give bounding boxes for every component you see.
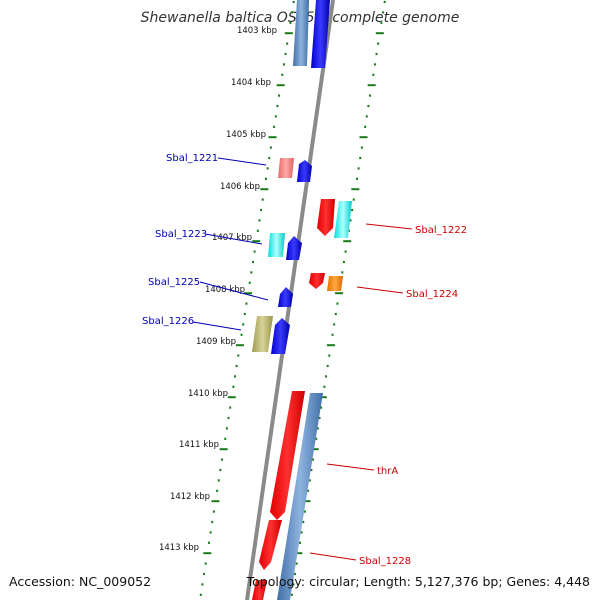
accession-text: Accession: NC_009052 — [9, 574, 152, 589]
gene-arrow[interactable] — [271, 318, 290, 354]
gene-arrow-thra[interactable] — [270, 391, 305, 520]
gene-arrow-sbal-1228[interactable] — [259, 520, 282, 570]
gene-label-sbal-1226[interactable]: Sbal_1226 — [142, 316, 194, 327]
gene-arrow[interactable] — [293, 0, 309, 66]
gene-arrow[interactable] — [286, 236, 302, 260]
gene-features — [252, 0, 352, 600]
tick-labels: 1403 kbp 1404 kbp 1405 kbp 1406 kbp 1407… — [159, 26, 277, 553]
tick-label: 1403 kbp — [237, 26, 277, 36]
gene-arrow[interactable] — [327, 276, 343, 291]
gene-label-sbal-1223[interactable]: Sbal_1223 — [155, 229, 207, 240]
gene-arrow-sbal-1223[interactable] — [268, 233, 285, 257]
tick-label: 1406 kbp — [220, 182, 260, 192]
label-leaders — [192, 157, 413, 561]
gene-arrow-sbal-1222[interactable] — [317, 199, 335, 236]
gene-arrow[interactable] — [252, 580, 267, 600]
tick-label: 1404 kbp — [231, 78, 271, 88]
tick-label: 1412 kbp — [170, 492, 210, 502]
gene-label-sbal-1222[interactable]: Sbal_1222 — [415, 225, 467, 236]
gene-label-sbal-1225[interactable]: Sbal_1225 — [148, 277, 200, 288]
gene-arrow-sbal-1226[interactable] — [252, 316, 273, 352]
gene-arrow[interactable] — [297, 160, 312, 182]
tick-label: 1411 kbp — [179, 440, 219, 450]
right-scale-guide — [290, 0, 386, 596]
gene-arrow-sbal-1225[interactable] — [278, 287, 293, 307]
gene-label-sbal-1224[interactable]: Sbal_1224 — [406, 289, 458, 300]
gene-arrow-sbal-1221[interactable] — [278, 158, 294, 178]
gene-label-sbal-1221[interactable]: Sbal_1221 — [166, 153, 218, 164]
topology-text: Topology: circular; Length: 5,127,376 bp… — [246, 574, 590, 589]
gene-arrow[interactable] — [334, 201, 352, 238]
left-scale-guide — [199, 0, 295, 596]
tick-label: 1407 kbp — [212, 233, 252, 243]
gene-arrow[interactable] — [277, 393, 323, 600]
tick-label: 1413 kbp — [159, 543, 199, 553]
tick-label: 1408 kbp — [205, 285, 245, 295]
gene-arrow[interactable] — [311, 0, 330, 68]
gene-label-thra[interactable]: thrA — [377, 466, 398, 477]
tick-label: 1410 kbp — [188, 389, 228, 399]
gene-label-sbal-1228[interactable]: Sbal_1228 — [359, 556, 411, 567]
tick-label: 1405 kbp — [226, 130, 266, 140]
tick-label: 1409 kbp — [196, 337, 236, 347]
gene-arrow-sbal-1224[interactable] — [309, 273, 325, 289]
